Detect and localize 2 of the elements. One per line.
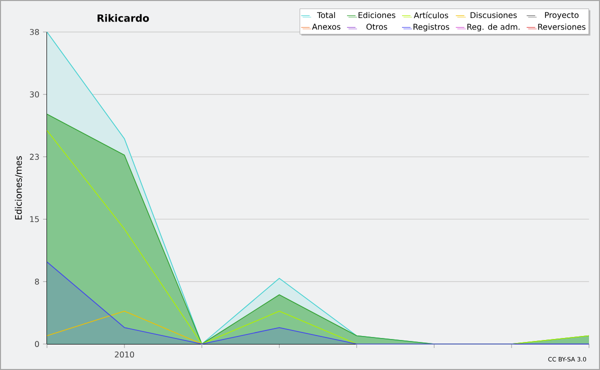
- chart-title: Rikicardo: [98, 14, 149, 22]
- y-axis-title: Ediciones/mes: [14, 156, 23, 220]
